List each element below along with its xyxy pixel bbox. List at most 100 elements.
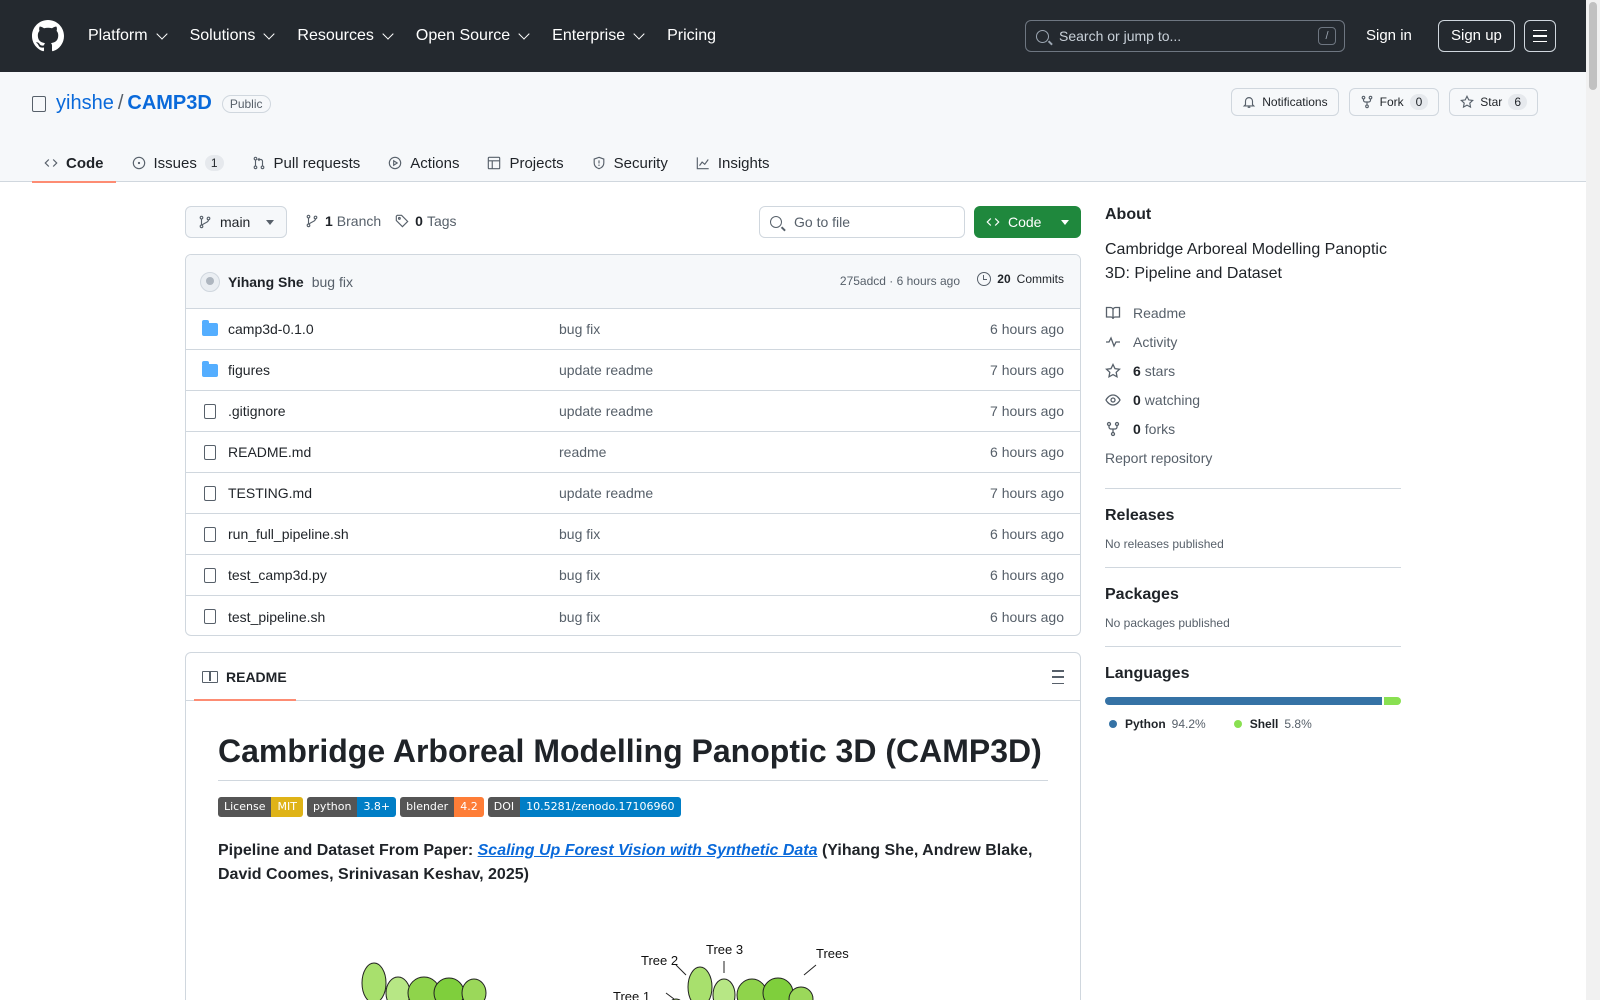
file-row[interactable]: test_pipeline.sh bug fix 6 hours ago xyxy=(186,596,1080,635)
menu-line-icon xyxy=(1533,35,1547,37)
global-search-input[interactable]: Search or jump to... / xyxy=(1025,20,1345,52)
repo-name-link[interactable]: CAMP3D xyxy=(127,92,212,114)
file-commit-message-link[interactable]: update readme xyxy=(559,362,654,378)
tab-label: Pull requests xyxy=(273,154,361,172)
page-scrollbar[interactable] xyxy=(1586,0,1600,1000)
sign-in-link[interactable]: Sign in xyxy=(1366,27,1412,44)
file-row[interactable]: test_camp3d.py bug fix 6 hours ago xyxy=(186,555,1080,596)
file-name-link[interactable]: camp3d-0.1.0 xyxy=(228,321,314,337)
outline-list-icon[interactable] xyxy=(1048,670,1064,684)
file-row[interactable]: TESTING.md update readme 7 hours ago xyxy=(186,473,1080,514)
branch-label: Branch xyxy=(336,213,382,229)
outline-line xyxy=(1052,670,1064,672)
file-row[interactable]: run_full_pipeline.sh bug fix 6 hours ago xyxy=(186,514,1080,555)
history-icon xyxy=(977,272,992,286)
tab-insights[interactable]: Insights xyxy=(684,144,782,182)
chevron-down-icon xyxy=(633,28,645,40)
file-commit-message-link[interactable]: update readme xyxy=(559,485,654,501)
go-to-file-input[interactable]: Go to file xyxy=(759,206,965,238)
branches-link[interactable]: 1 Branch xyxy=(305,213,381,229)
readme-badge[interactable]: DOI 10.5281/zenodo.17106960 xyxy=(487,797,681,817)
readme-header: README xyxy=(186,653,1080,701)
file-name-link[interactable]: TESTING.md xyxy=(228,485,313,501)
file-name-link[interactable]: run_full_pipeline.sh xyxy=(228,526,349,542)
file-commit-message-link[interactable]: update readme xyxy=(559,403,654,419)
packages-heading[interactable]: Packages xyxy=(1105,586,1179,603)
file-commit-message-link[interactable]: bug fix xyxy=(559,608,601,625)
paper-link[interactable]: Scaling Up Forest Vision with Synthetic … xyxy=(477,842,818,859)
activity-link[interactable]: Activity xyxy=(1105,327,1401,356)
file-row[interactable]: .gitignore update readme 7 hours ago xyxy=(186,391,1080,432)
badge-left-label: blender xyxy=(400,797,455,817)
report-repository-link[interactable]: Report repository xyxy=(1105,449,1213,466)
stars-link[interactable]: 6 stars xyxy=(1105,356,1401,385)
file-name-link[interactable]: README.md xyxy=(228,444,312,460)
nav-pricing[interactable]: Pricing xyxy=(667,27,716,45)
tag-count: 0 xyxy=(415,213,423,229)
repo-tabs: Code Issues 1 Pull requests Actions Proj… xyxy=(32,144,786,183)
releases-heading[interactable]: Releases xyxy=(1105,507,1175,524)
badge-right-label: 4.2 xyxy=(454,797,484,817)
fork-button[interactable]: Fork 0 xyxy=(1348,88,1440,116)
tab-actions[interactable]: Actions xyxy=(376,144,471,182)
file-commit-message-link[interactable]: bug fix xyxy=(559,567,601,583)
file-name-link[interactable]: test_pipeline.sh xyxy=(228,608,326,625)
tab-issues[interactable]: Issues 1 xyxy=(120,144,236,182)
forks-link[interactable]: 0 forks xyxy=(1105,414,1401,443)
file-row[interactable]: figures update readme 7 hours ago xyxy=(186,350,1080,391)
file-row[interactable]: README.md readme 6 hours ago xyxy=(186,432,1080,473)
file-icon xyxy=(204,567,216,583)
nav-enterprise[interactable]: Enterprise xyxy=(552,27,645,45)
notifications-button[interactable]: Notifications xyxy=(1231,88,1339,116)
commit-message-link[interactable]: bug fix xyxy=(311,273,353,290)
branch-selector-button[interactable]: main xyxy=(185,206,288,238)
slash-shortcut-key: / xyxy=(1318,27,1336,45)
scrollbar-thumb[interactable] xyxy=(1589,2,1597,90)
tab-pull-requests[interactable]: Pull requests xyxy=(240,144,373,182)
sign-up-button[interactable]: Sign up xyxy=(1438,20,1515,52)
repo-owner-link[interactable]: yihshe xyxy=(56,92,114,114)
language-item[interactable]: Python 94.2% xyxy=(1105,717,1206,731)
file-name-link[interactable]: .gitignore xyxy=(228,403,286,419)
nav-solutions[interactable]: Solutions xyxy=(190,27,276,45)
global-header: Platform Solutions Resources Open Source… xyxy=(0,0,1586,72)
tags-link[interactable]: 0 Tags xyxy=(395,213,457,229)
file-commit-message-link[interactable]: bug fix xyxy=(559,526,601,542)
readme-link[interactable]: Readme xyxy=(1105,298,1401,327)
commit-meta[interactable]: 275adcd · 6 hours ago xyxy=(839,274,960,288)
issues-count: 1 xyxy=(204,155,224,171)
tab-code[interactable]: Code xyxy=(32,144,116,183)
readme-badge[interactable]: blender 4.2 xyxy=(400,797,484,817)
language-dot-icon xyxy=(1109,720,1117,728)
nav-resources[interactable]: Resources xyxy=(297,27,394,45)
nav-label: Enterprise xyxy=(552,27,626,44)
packages-empty-text: No packages published xyxy=(1105,616,1230,630)
star-button[interactable]: Star 6 xyxy=(1449,88,1538,116)
commit-author-link[interactable]: Yihang She xyxy=(228,273,304,290)
repo-actions: Notifications Fork 0 Star 6 xyxy=(1231,88,1538,116)
readme-badge[interactable]: License MIT xyxy=(218,797,303,817)
readme-badge[interactable]: python 3.8+ xyxy=(306,797,397,817)
code-dropdown-button[interactable]: Code xyxy=(974,206,1081,238)
play-icon xyxy=(389,156,402,170)
nav-platform[interactable]: Platform xyxy=(88,27,168,45)
code-icon xyxy=(986,218,1000,226)
file-commit-message-link[interactable]: bug fix xyxy=(559,321,601,337)
github-logo-icon[interactable] xyxy=(32,20,64,52)
command-palette-button[interactable] xyxy=(1524,20,1556,52)
watchers-link[interactable]: 0 watching xyxy=(1105,385,1401,414)
tab-security[interactable]: Security xyxy=(580,144,680,182)
avatar[interactable] xyxy=(200,271,220,292)
file-name-link[interactable]: figures xyxy=(228,362,271,378)
commits-history-link[interactable]: 20 Commits xyxy=(977,272,1064,286)
readme-tab[interactable]: README xyxy=(226,668,287,685)
nav-open-source[interactable]: Open Source xyxy=(416,27,530,45)
file-row[interactable]: camp3d-0.1.0 bug fix 6 hours ago xyxy=(186,309,1080,350)
language-item[interactable]: Shell 5.8% xyxy=(1230,717,1312,731)
branch-tag-info: 1 Branch 0 Tags xyxy=(305,213,457,229)
file-commit-message-link[interactable]: readme xyxy=(559,444,607,460)
forks-label: forks xyxy=(1144,420,1176,437)
branch-icon xyxy=(306,214,318,228)
tab-projects[interactable]: Projects xyxy=(475,144,575,182)
file-name-link[interactable]: test_camp3d.py xyxy=(228,567,327,583)
